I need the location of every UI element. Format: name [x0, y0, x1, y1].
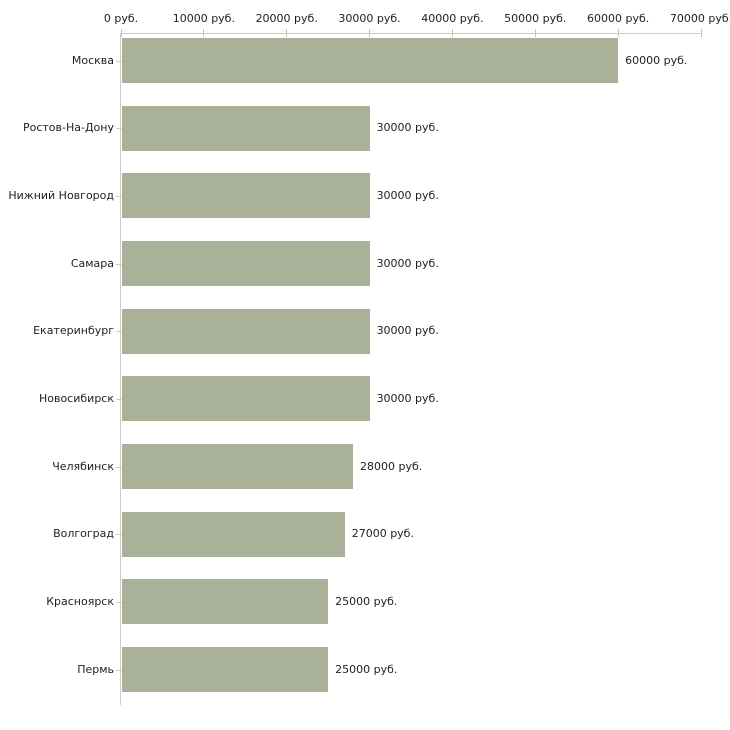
category-tick-mark	[116, 60, 122, 62]
bar-5	[122, 308, 370, 354]
bar-6	[122, 376, 370, 422]
bar-value-label: 28000 руб.	[360, 459, 423, 473]
category-label: Новосибирск	[38, 391, 114, 405]
bar-value-label: 30000 руб.	[376, 256, 439, 270]
category-tick-mark	[116, 466, 122, 468]
bar-9	[122, 579, 329, 625]
category-tick-mark	[116, 398, 122, 400]
category-label: Екатеринбург	[33, 324, 114, 338]
category-label: Москва	[71, 53, 114, 67]
bar-8	[122, 511, 345, 557]
x-axis-tick-mark	[286, 29, 288, 37]
category-label: Ростов-На-Дону	[22, 121, 114, 135]
bar-value-label: 30000 руб.	[376, 188, 439, 202]
category-tick-mark	[116, 669, 122, 671]
bar-3	[122, 173, 370, 219]
category-label: Пермь	[77, 662, 114, 676]
bar-7	[122, 444, 353, 490]
x-axis-tick-label: 70000 руб.	[669, 12, 730, 25]
x-axis-tick-mark	[451, 29, 453, 37]
x-axis-tick-label: 50000 руб.	[504, 12, 567, 25]
x-axis-tick-mark	[369, 29, 371, 37]
bar-value-label: 30000 руб.	[376, 121, 439, 135]
category-tick-mark	[116, 195, 122, 197]
category-tick-mark	[116, 534, 122, 536]
bar-4	[122, 241, 370, 286]
category-tick-mark	[116, 601, 122, 603]
bar-value-label: 25000 руб.	[335, 594, 398, 608]
bar-value-label: 30000 руб.	[376, 324, 439, 338]
category-tick-mark	[116, 331, 122, 333]
bar-1	[122, 38, 619, 83]
x-axis-tick-label: 20000 руб.	[255, 12, 318, 25]
x-axis-tick-mark	[120, 29, 122, 37]
x-axis-line	[121, 33, 701, 34]
category-label: Самара	[70, 256, 114, 270]
bar-value-label: 25000 руб.	[335, 662, 398, 676]
bar-value-label: 30000 руб.	[376, 391, 439, 405]
category-tick-mark	[116, 263, 122, 265]
x-axis-tick-label: 30000 руб.	[338, 12, 401, 25]
bar-2	[122, 105, 370, 151]
x-axis-tick-label: 60000 руб.	[587, 12, 650, 25]
x-axis-tick-mark	[203, 29, 205, 37]
bar-value-label: 27000 руб.	[351, 527, 414, 541]
x-axis-tick-label: 0 руб.	[103, 12, 139, 25]
category-label: Челябинск	[52, 459, 114, 473]
bar-10	[122, 647, 329, 693]
x-axis-tick-label: 40000 руб.	[421, 12, 484, 25]
category-tick-mark	[116, 128, 122, 130]
bar-value-label: 60000 руб.	[625, 53, 688, 67]
y-axis-line	[120, 33, 121, 705]
category-label: Волгоград	[53, 527, 114, 541]
x-axis-tick-mark	[617, 29, 619, 37]
x-axis-tick-label: 10000 руб.	[172, 12, 235, 25]
x-axis-tick-mark	[700, 29, 702, 37]
category-label: Нижний Новгород	[8, 188, 114, 202]
category-label: Красноярск	[46, 594, 114, 608]
x-axis-tick-mark	[534, 29, 536, 37]
